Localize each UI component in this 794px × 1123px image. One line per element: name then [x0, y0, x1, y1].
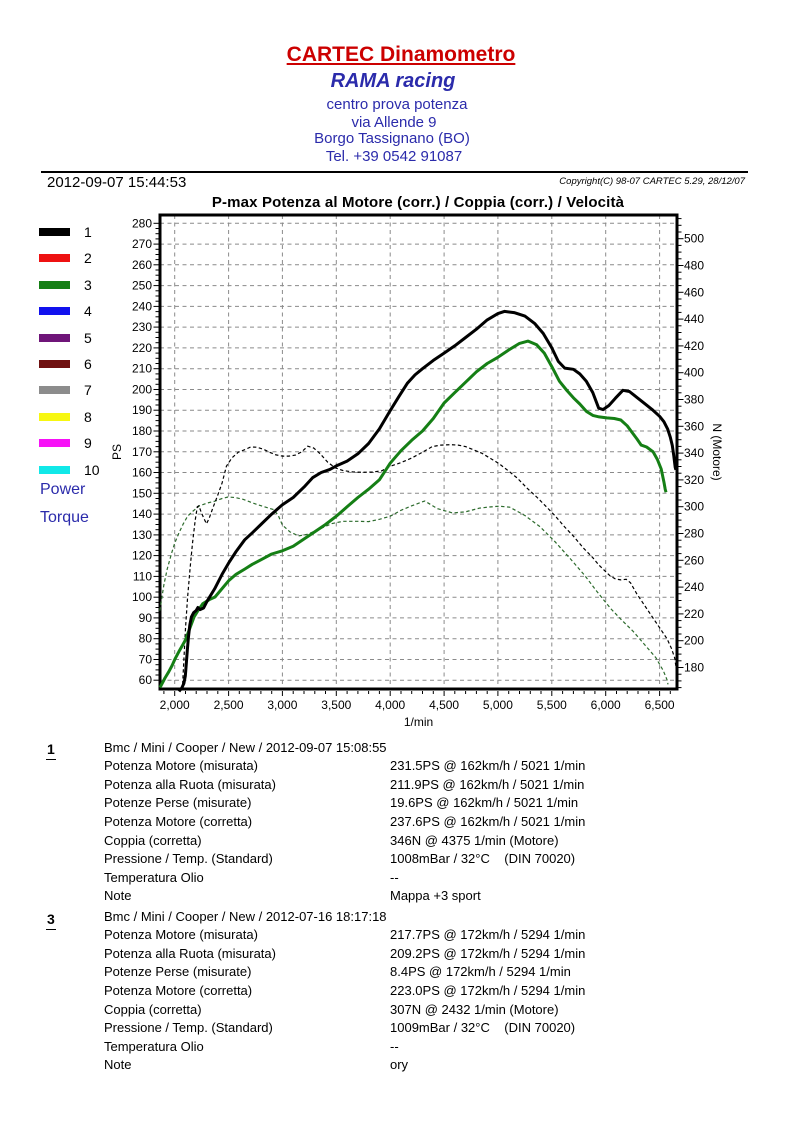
svg-text:180: 180	[684, 661, 704, 675]
svg-text:190: 190	[132, 403, 152, 417]
svg-text:1/min: 1/min	[404, 715, 433, 729]
svg-text:160: 160	[132, 466, 152, 480]
svg-text:300: 300	[684, 500, 704, 514]
svg-text:280: 280	[684, 527, 704, 541]
svg-text:5,000: 5,000	[483, 698, 513, 712]
svg-text:360: 360	[684, 419, 704, 433]
svg-text:400: 400	[684, 366, 704, 380]
svg-text:420: 420	[684, 339, 704, 353]
svg-text:320: 320	[684, 473, 704, 487]
svg-text:280: 280	[132, 216, 152, 230]
svg-text:3,000: 3,000	[267, 698, 297, 712]
svg-text:220: 220	[684, 607, 704, 621]
svg-text:480: 480	[684, 259, 704, 273]
svg-text:120: 120	[132, 549, 152, 563]
svg-text:240: 240	[132, 299, 152, 313]
svg-text:80: 80	[139, 632, 153, 646]
svg-text:170: 170	[132, 445, 152, 459]
svg-text:60: 60	[139, 673, 153, 687]
svg-text:200: 200	[684, 634, 704, 648]
svg-text:6,000: 6,000	[591, 698, 621, 712]
svg-text:220: 220	[132, 341, 152, 355]
svg-text:240: 240	[684, 580, 704, 594]
svg-text:260: 260	[684, 553, 704, 567]
svg-text:380: 380	[684, 393, 704, 407]
svg-text:460: 460	[684, 285, 704, 299]
svg-text:230: 230	[132, 320, 152, 334]
svg-text:140: 140	[132, 507, 152, 521]
svg-text:260: 260	[132, 258, 152, 272]
svg-text:100: 100	[132, 590, 152, 604]
svg-text:PS: PS	[110, 444, 124, 460]
svg-text:2,000: 2,000	[160, 698, 190, 712]
svg-text:210: 210	[132, 362, 152, 376]
svg-text:130: 130	[132, 528, 152, 542]
svg-text:2,500: 2,500	[214, 698, 244, 712]
svg-text:70: 70	[139, 653, 153, 667]
svg-text:110: 110	[133, 569, 152, 583]
svg-text:250: 250	[132, 279, 152, 293]
svg-text:340: 340	[684, 446, 704, 460]
svg-text:4,500: 4,500	[429, 698, 459, 712]
svg-text:5,500: 5,500	[537, 698, 567, 712]
svg-text:180: 180	[132, 424, 152, 438]
svg-text:270: 270	[132, 237, 152, 251]
svg-text:90: 90	[139, 611, 153, 625]
svg-text:200: 200	[132, 383, 152, 397]
svg-text:440: 440	[684, 312, 704, 326]
svg-text:4,000: 4,000	[375, 698, 405, 712]
svg-text:N (Motore): N (Motore)	[710, 423, 724, 480]
svg-text:150: 150	[132, 486, 152, 500]
svg-text:6,500: 6,500	[645, 698, 675, 712]
svg-text:500: 500	[684, 232, 704, 246]
svg-text:3,500: 3,500	[321, 698, 351, 712]
